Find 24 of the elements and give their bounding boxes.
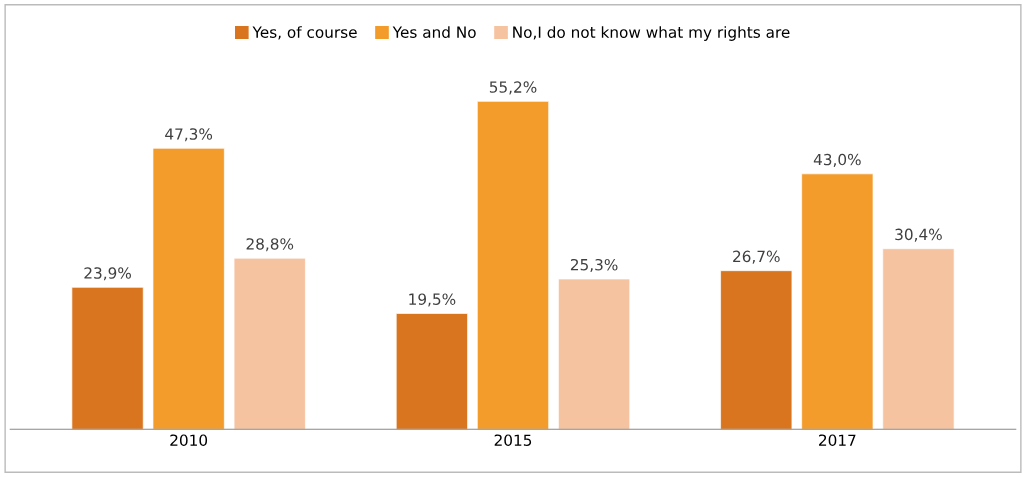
bar — [476, 101, 550, 430]
data-label: 30,4% — [895, 228, 942, 242]
bar — [720, 270, 793, 430]
x-tick-label: 2010 — [170, 434, 208, 446]
data-label: 19,5% — [409, 293, 456, 307]
legend-label: No,I do not know what my rights are — [513, 26, 790, 41]
legend-label: Yes and No — [392, 26, 476, 38]
bar — [152, 147, 225, 430]
data-label: 23,9% — [84, 267, 131, 281]
data-label: 43,0% — [813, 153, 861, 167]
bar — [71, 286, 144, 430]
bar — [558, 278, 631, 430]
bar — [801, 173, 874, 430]
x-tick-label: 2015 — [494, 434, 532, 446]
bar — [233, 257, 306, 430]
bar — [882, 248, 955, 430]
data-label: 55,2% — [489, 81, 537, 95]
x-tick-label: 2017 — [819, 434, 856, 446]
data-label: 47,3% — [165, 128, 213, 142]
data-label: 28,8% — [246, 238, 294, 252]
data-label: 26,7% — [733, 250, 780, 264]
legend-label: Yes, of course — [252, 26, 357, 40]
data-label: 25,3% — [570, 258, 618, 273]
bar — [395, 313, 468, 430]
